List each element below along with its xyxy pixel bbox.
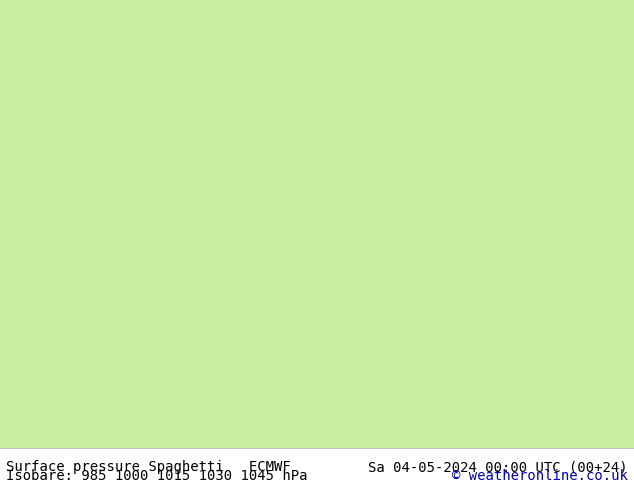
Text: Isobare: 985 1000 1015 1030 1045 hPa: Isobare: 985 1000 1015 1030 1045 hPa xyxy=(6,468,308,483)
Text: Sa 04-05-2024 00:00 UTC (00+24): Sa 04-05-2024 00:00 UTC (00+24) xyxy=(368,460,628,474)
Text: Surface pressure Spaghetti   ECMWF: Surface pressure Spaghetti ECMWF xyxy=(6,460,291,474)
Text: © weatheronline.co.uk: © weatheronline.co.uk xyxy=(452,468,628,483)
